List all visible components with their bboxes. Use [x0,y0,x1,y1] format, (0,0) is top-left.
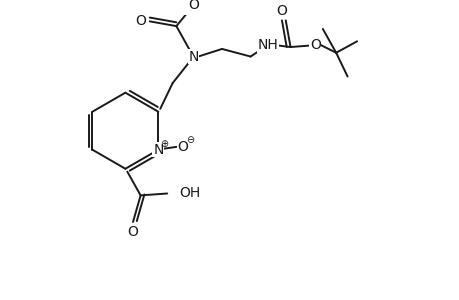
Text: N: N [153,143,163,157]
Text: OH: OH [179,187,201,200]
Text: O: O [134,14,146,28]
Text: O: O [309,38,320,52]
Text: O: O [177,140,188,154]
Text: ⊕: ⊕ [160,139,168,149]
Text: NH: NH [257,38,278,52]
Text: N: N [188,50,198,64]
Text: ⊖: ⊖ [185,135,193,145]
Text: O: O [276,4,287,18]
Text: O: O [127,224,138,239]
Text: O: O [188,0,199,12]
